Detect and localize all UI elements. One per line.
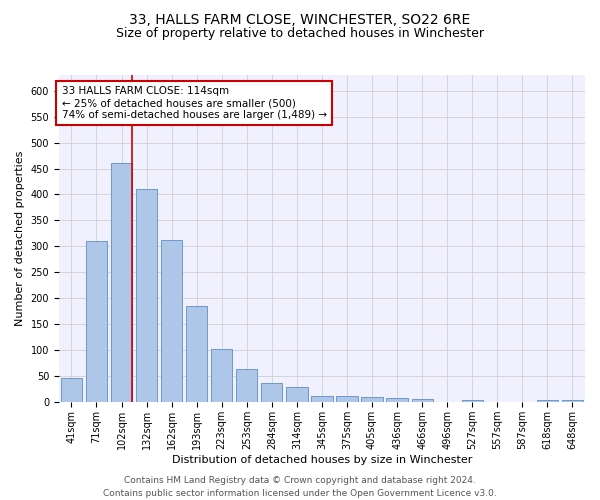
Bar	[386, 398, 408, 402]
Bar	[562, 400, 583, 402]
Bar	[161, 240, 182, 402]
Text: Contains HM Land Registry data © Crown copyright and database right 2024.
Contai: Contains HM Land Registry data © Crown c…	[103, 476, 497, 498]
Bar	[461, 400, 483, 402]
Bar	[361, 397, 383, 402]
Bar	[286, 386, 308, 402]
Text: Size of property relative to detached houses in Winchester: Size of property relative to detached ho…	[116, 28, 484, 40]
Bar	[311, 396, 332, 402]
Text: 33, HALLS FARM CLOSE, WINCHESTER, SO22 6RE: 33, HALLS FARM CLOSE, WINCHESTER, SO22 6…	[130, 12, 470, 26]
Bar	[412, 399, 433, 402]
Y-axis label: Number of detached properties: Number of detached properties	[15, 151, 25, 326]
Bar	[337, 396, 358, 402]
Bar	[537, 400, 558, 402]
Bar	[61, 378, 82, 402]
Bar	[86, 240, 107, 402]
X-axis label: Distribution of detached houses by size in Winchester: Distribution of detached houses by size …	[172, 455, 472, 465]
Text: 33 HALLS FARM CLOSE: 114sqm
← 25% of detached houses are smaller (500)
74% of se: 33 HALLS FARM CLOSE: 114sqm ← 25% of det…	[62, 86, 326, 120]
Bar	[236, 368, 257, 402]
Bar	[211, 349, 232, 403]
Bar	[261, 382, 283, 402]
Bar	[186, 306, 208, 402]
Bar	[111, 164, 132, 402]
Bar	[136, 189, 157, 402]
